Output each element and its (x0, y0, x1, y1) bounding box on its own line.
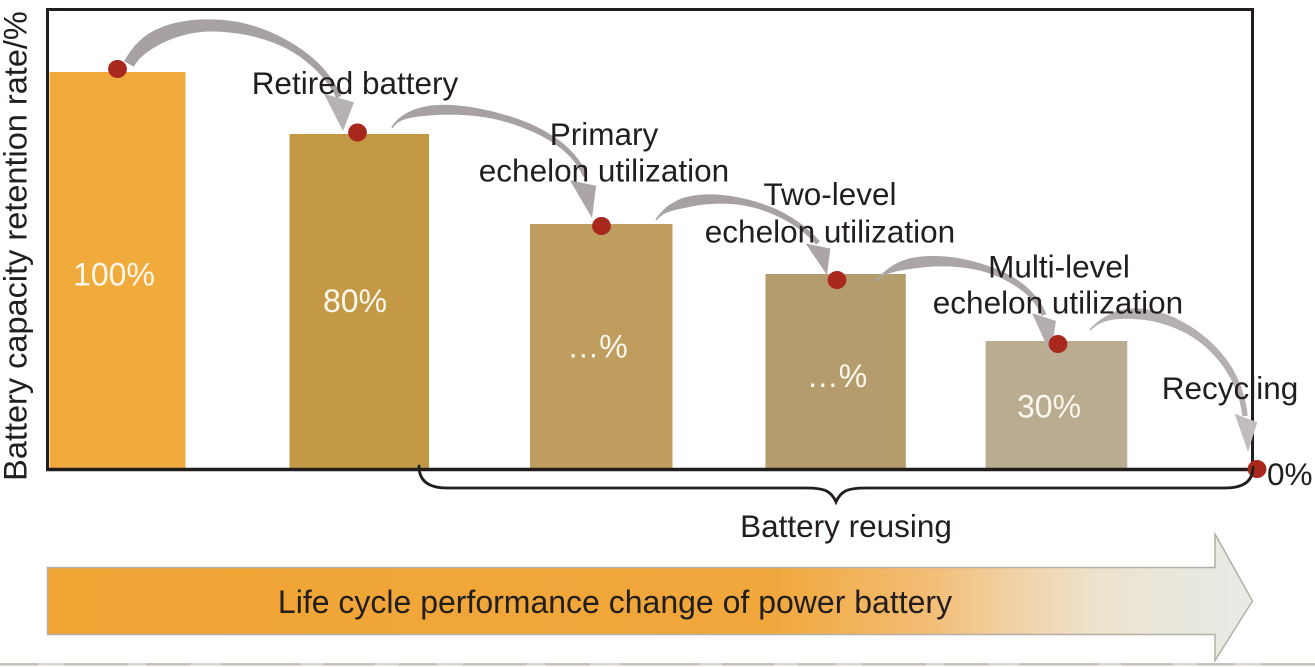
svg-text:0%: 0% (1267, 456, 1313, 492)
svg-text:echelon utilization: echelon utilization (705, 214, 955, 250)
svg-text:…%: …% (567, 329, 627, 365)
svg-text:30%: 30% (1017, 389, 1081, 425)
svg-text:echelon utilization: echelon utilization (479, 153, 729, 189)
svg-text:100%: 100% (73, 257, 155, 293)
svg-text:Two-level: Two-level (763, 176, 896, 212)
svg-text:echelon utilization: echelon utilization (933, 285, 1183, 321)
svg-text:Retired battery: Retired battery (252, 65, 459, 101)
svg-text:80%: 80% (323, 283, 387, 319)
svg-text:Primary: Primary (550, 116, 659, 152)
svg-text:Recycling: Recycling (1162, 370, 1299, 406)
svg-text:Multi-level: Multi-level (988, 249, 1130, 285)
svg-text:Battery reusing: Battery reusing (740, 508, 952, 544)
svg-text:Life cycle performance change: Life cycle performance change of power b… (278, 584, 952, 620)
svg-text:…%: …% (807, 358, 867, 394)
svg-text:Battery capacity retention rat: Battery capacity retention rate/% (0, 11, 34, 481)
